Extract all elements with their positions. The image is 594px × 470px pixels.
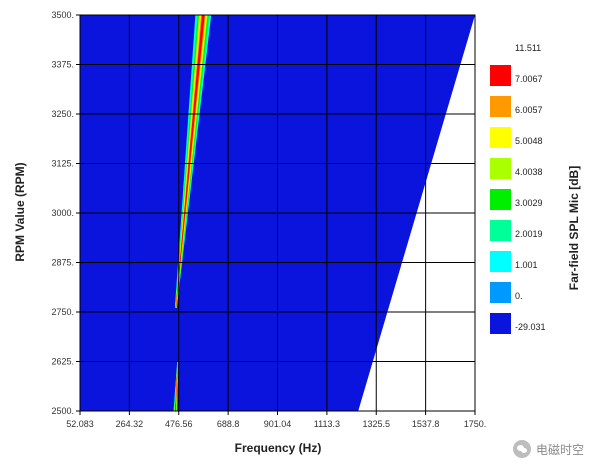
legend-label: 6.0057 bbox=[515, 105, 543, 115]
y-tick-label: 2875. bbox=[51, 258, 74, 268]
legend-label: 1.001 bbox=[515, 260, 538, 270]
lower-ridge-band-7 bbox=[175, 361, 178, 411]
legend-label: 0. bbox=[515, 291, 523, 301]
legend-swatch bbox=[490, 65, 511, 86]
y-axis-ticks: 2500. 2625. 2750. 2875. 3000. 3125. 3250. 3375.… bbox=[51, 10, 80, 416]
legend-label: 5.0048 bbox=[515, 136, 543, 146]
x-tick-label: 52.083 bbox=[66, 419, 94, 429]
x-axis-ticks: 52.083 264.32 476.56 688.8 901.04 1113.3 1325.… bbox=[66, 411, 486, 429]
legend-swatch bbox=[490, 96, 511, 117]
y-tick-label: 3500. bbox=[51, 10, 74, 20]
legend-swatch bbox=[490, 313, 511, 334]
legend-swatch bbox=[490, 282, 511, 303]
y-tick-label: 3250. bbox=[51, 109, 74, 119]
y-tick-label: 3375. bbox=[51, 60, 74, 70]
watermark-text: 电磁时空 bbox=[535, 442, 584, 457]
x-tick-label: 1750. bbox=[464, 419, 487, 429]
y-axis-title: RPM Value (RPM) bbox=[13, 162, 27, 261]
legend-swatch bbox=[490, 251, 511, 272]
y-tick-label: 2750. bbox=[51, 307, 74, 317]
wechat-icon bbox=[512, 440, 531, 458]
y-tick-label: 2625. bbox=[51, 357, 74, 367]
y-tick-label: 2500. bbox=[51, 406, 74, 416]
x-tick-label: 1537.8 bbox=[412, 419, 440, 429]
legend-swatch bbox=[490, 189, 511, 210]
y-tick-label: 3000. bbox=[51, 208, 74, 218]
colorbar-title: Far-field SPL Mic [dB] bbox=[567, 166, 581, 290]
ridge-contours bbox=[173, 15, 212, 411]
colorbar-legend: 11.511 7.0067 6.0057 5.0048 4.0038 3.0029 2.00… bbox=[490, 43, 546, 334]
x-tick-label: 264.32 bbox=[116, 419, 144, 429]
x-tick-label: 688.8 bbox=[217, 419, 240, 429]
x-tick-label: 476.56 bbox=[165, 419, 193, 429]
legend-label: 4.0038 bbox=[515, 167, 543, 177]
x-axis-title: Frequency (Hz) bbox=[235, 441, 322, 455]
x-tick-label: 1113.3 bbox=[314, 419, 340, 429]
x-tick-label: 901.04 bbox=[264, 419, 292, 429]
legend-label: 3.0029 bbox=[515, 198, 543, 208]
legend-swatch bbox=[490, 127, 511, 148]
legend-label: 7.0067 bbox=[515, 74, 543, 84]
y-tick-label: 3125. bbox=[51, 159, 74, 169]
legend-swatch bbox=[490, 158, 511, 179]
x-tick-label: 1325.5 bbox=[362, 419, 390, 429]
main-ridge-band-7 bbox=[175, 15, 205, 308]
legend-label: 11.511 bbox=[515, 43, 541, 53]
legend-swatch bbox=[490, 220, 511, 241]
watermark: 电磁时空 bbox=[512, 440, 584, 458]
legend-label: 2.0019 bbox=[515, 229, 543, 239]
grid-lines bbox=[79, 14, 476, 412]
legend-label: -29.031 bbox=[515, 322, 546, 332]
